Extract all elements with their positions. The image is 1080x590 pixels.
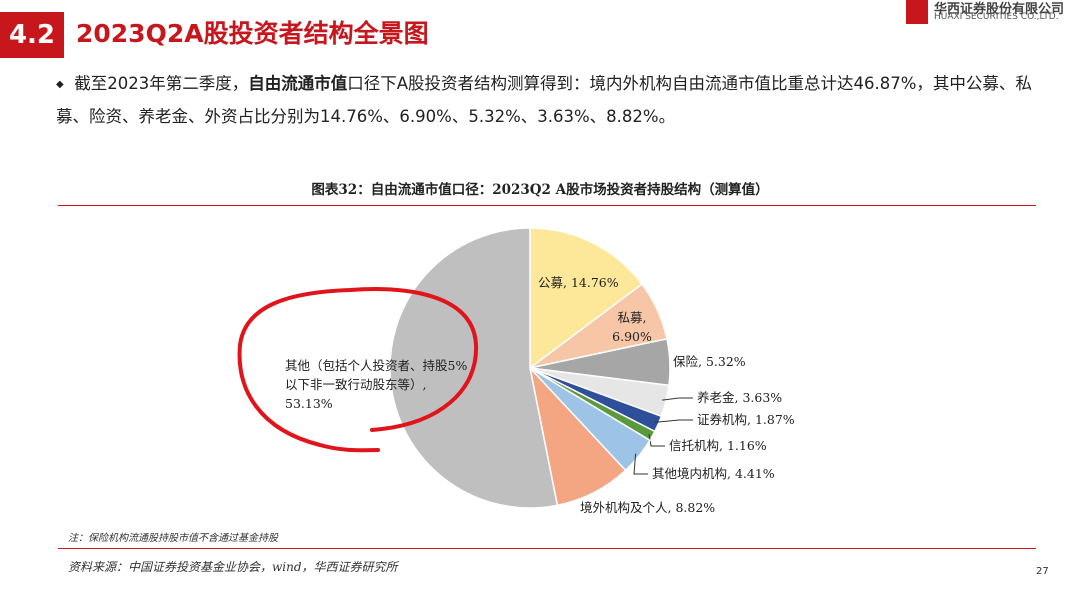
data-label: 证券机构, 1.87% (697, 412, 795, 427)
leader-line (633, 453, 648, 475)
chart-title: 图表32：自由流通市值口径：2023Q2 A股市场投资者持股结构（测算值） (311, 182, 769, 198)
bullet-text: 截至2023年第二季度， (74, 74, 249, 93)
logo-name-en: HUAXI SECURITIES CO.,LTD. (934, 12, 1059, 22)
leader-line (662, 397, 693, 401)
section-number: 4.2 (0, 12, 64, 58)
leader-line (654, 419, 693, 423)
data-label: 其他（包括个人投资者、持股5%以下非一致行动股东等）, 53.13% (285, 358, 468, 411)
bullet-bold: 自由流通市值 (248, 74, 348, 93)
data-label: 私募, 6.90% (612, 310, 652, 344)
note: 注：保险机构流通股持股市值不含通过基金持股 (68, 533, 278, 544)
pie-slice (529, 227, 644, 370)
data-label: 信托机构, 1.16% (669, 438, 767, 453)
slide-title: 2023Q2A股投资者结构全景图 (76, 19, 429, 48)
data-label: 境外机构及个人, 8.82% (580, 500, 716, 515)
data-label: 养老金, 3.63% (697, 390, 783, 405)
page-number: 27 (1036, 566, 1049, 577)
data-label: 其他境内机构, 4.41% (652, 466, 775, 481)
leader-line (648, 433, 665, 447)
logo-name: 华西证券股份有限公司 (934, 2, 1065, 17)
bullet: ◆ 截至2023年第二季度，自由流通市值口径下A股投资者结构测算得到：境内外机构… (56, 74, 1032, 126)
logo-mark (906, 0, 928, 24)
rule (58, 548, 1036, 549)
hand-circle (237, 287, 479, 453)
bullet-text: 口径下A股投资者结构测算得到：境内外机构自由流通市值比重总计达46.87%，其中… (56, 74, 1032, 126)
data-label: 保险, 5.32% (673, 354, 746, 369)
rule (58, 205, 1036, 206)
data-label: 公募, 14.76% (538, 275, 619, 290)
source: 资料来源：中国证券投资基金业协会，wind，华西证券研究所 (68, 560, 398, 574)
